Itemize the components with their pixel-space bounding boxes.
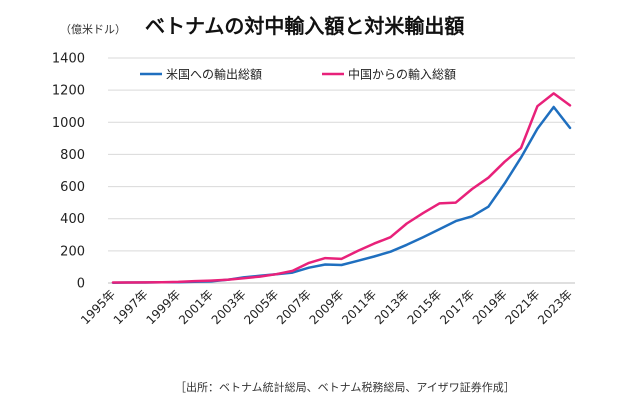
y-tick-label: 1200	[52, 84, 85, 99]
x-tick-label: 2015年	[405, 287, 445, 327]
x-tick-label: 1999年	[143, 287, 183, 327]
legend-label-1: 米国への輸出総額	[166, 67, 262, 82]
x-tick-label: 2019年	[470, 287, 510, 327]
x-tick-label: 2021年	[502, 287, 542, 327]
x-tick-label: 1995年	[78, 287, 118, 327]
x-tick-label: 2001年	[176, 287, 216, 327]
series-lines	[111, 92, 572, 284]
y-tick-label: 200	[60, 244, 85, 259]
x-axis-ticks: 1995年1997年1999年2001年2003年2005年2007年2009年…	[78, 287, 575, 327]
y-unit-label: （億米ドル）	[60, 23, 126, 36]
y-tick-label: 400	[60, 212, 85, 227]
x-tick-label: 2011年	[339, 287, 379, 327]
y-tick-label: 0	[77, 277, 85, 292]
grid	[108, 57, 575, 284]
x-tick-label: 2017年	[437, 287, 477, 327]
x-tick-label: 2003年	[209, 287, 249, 327]
series-line-1	[111, 105, 572, 284]
x-tick-label: 2013年	[372, 287, 412, 327]
x-tick-label: 2023年	[535, 287, 575, 327]
x-tick-label: 2009年	[307, 287, 347, 327]
source-note: ［出所：ベトナム統計総局、ベトナム税務総局、アイザワ証券作成］	[175, 380, 515, 394]
y-tick-label: 1000	[52, 116, 85, 131]
chart-title: ベトナムの対中輸入額と対米輸出額	[145, 14, 464, 38]
x-tick-label: 2007年	[274, 287, 314, 327]
y-tick-label: 800	[60, 148, 85, 163]
y-tick-label: 1400	[52, 52, 85, 67]
legend-label-2: 中国からの輸入総額	[348, 67, 456, 82]
legend: 米国への輸出総額 中国からの輸入総額	[140, 67, 456, 82]
series-line-2	[111, 92, 572, 284]
y-axis-ticks: 0 200 400 600 800 1000 1200 1400	[52, 52, 85, 292]
x-tick-label: 1997年	[111, 287, 151, 327]
y-tick-label: 600	[60, 180, 85, 195]
x-tick-label: 2005年	[241, 287, 281, 327]
